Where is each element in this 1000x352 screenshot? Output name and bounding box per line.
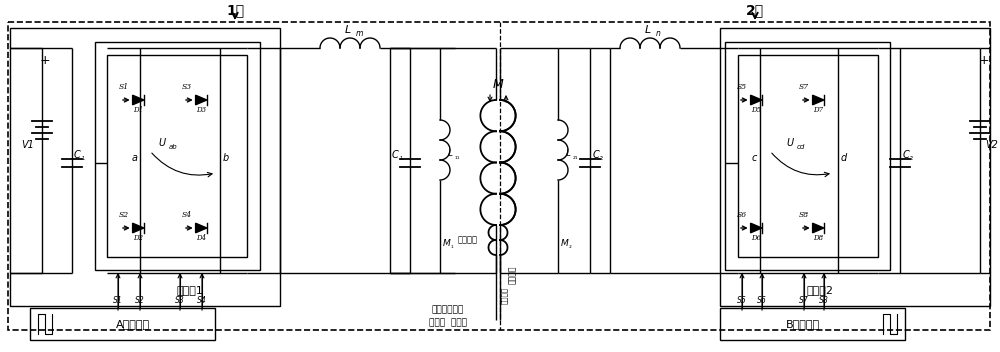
Text: 变换器2: 变换器2 xyxy=(806,285,834,295)
Text: C: C xyxy=(593,150,600,160)
Bar xyxy=(10,28,280,306)
Text: S7: S7 xyxy=(799,83,809,91)
Text: L: L xyxy=(345,25,351,35)
Text: D3: D3 xyxy=(197,106,207,114)
Text: +: + xyxy=(979,54,989,67)
Text: M: M xyxy=(493,78,503,92)
Text: L: L xyxy=(566,149,571,157)
Text: S2: S2 xyxy=(119,211,129,219)
Polygon shape xyxy=(133,95,144,105)
Text: ₁: ₁ xyxy=(399,153,402,163)
Text: S1: S1 xyxy=(113,296,123,305)
Text: d: d xyxy=(841,153,847,163)
Text: 滤波电路: 滤波电路 xyxy=(501,287,507,303)
Text: B侧控制器: B侧控制器 xyxy=(785,319,820,329)
Text: ₁₁: ₁₁ xyxy=(455,154,460,160)
Text: A侧控制器: A侧控制器 xyxy=(115,319,150,329)
Text: D4: D4 xyxy=(197,234,207,242)
Text: ab: ab xyxy=(169,144,178,150)
Text: S3: S3 xyxy=(182,83,192,91)
Bar xyxy=(8,22,990,330)
Text: L: L xyxy=(448,149,453,157)
Bar xyxy=(30,308,215,340)
Polygon shape xyxy=(813,95,824,105)
Bar xyxy=(720,28,990,306)
Polygon shape xyxy=(751,95,762,105)
Text: ₁: ₁ xyxy=(451,243,454,249)
Polygon shape xyxy=(196,95,207,105)
Text: S8: S8 xyxy=(819,296,829,305)
Text: ₂: ₂ xyxy=(600,153,603,163)
Text: D7: D7 xyxy=(814,106,824,114)
Bar xyxy=(95,42,260,270)
Text: D2: D2 xyxy=(134,234,144,242)
Text: S4: S4 xyxy=(182,211,192,219)
Text: M: M xyxy=(443,239,451,247)
Text: U: U xyxy=(158,138,166,148)
Text: b: b xyxy=(223,153,229,163)
Text: 电压比  相位差: 电压比 相位差 xyxy=(429,319,467,327)
Text: S7: S7 xyxy=(799,296,809,305)
Text: V1: V1 xyxy=(22,140,34,150)
Text: V2: V2 xyxy=(986,140,998,150)
Polygon shape xyxy=(196,223,207,233)
Text: S6: S6 xyxy=(757,296,767,305)
Text: 探测到的参数: 探测到的参数 xyxy=(432,306,464,314)
Text: cd: cd xyxy=(797,144,805,150)
Text: c: c xyxy=(752,153,757,163)
Text: M: M xyxy=(561,239,569,247)
Text: 2侧: 2侧 xyxy=(746,3,764,17)
Text: U: U xyxy=(786,138,794,148)
Text: S6: S6 xyxy=(737,211,747,219)
Text: C: C xyxy=(74,150,81,160)
Text: 变换器1: 变换器1 xyxy=(177,285,203,295)
Text: C: C xyxy=(392,150,399,160)
Bar xyxy=(738,55,878,257)
Text: 探测线圈: 探测线圈 xyxy=(458,235,478,245)
Bar xyxy=(107,55,247,257)
Text: S3: S3 xyxy=(175,296,185,305)
Text: +: + xyxy=(40,54,50,67)
Text: S5: S5 xyxy=(737,83,747,91)
Text: n: n xyxy=(656,30,661,38)
Text: a: a xyxy=(132,153,138,163)
Text: S1: S1 xyxy=(119,83,129,91)
Text: m: m xyxy=(356,30,363,38)
Polygon shape xyxy=(813,223,824,233)
Bar xyxy=(720,308,905,340)
Text: S8: S8 xyxy=(799,211,809,219)
Polygon shape xyxy=(133,223,144,233)
Text: ₂₁: ₂₁ xyxy=(573,154,579,160)
Text: S2: S2 xyxy=(135,296,145,305)
Text: D5: D5 xyxy=(752,106,762,114)
Text: 1侧: 1侧 xyxy=(226,3,244,17)
Bar xyxy=(725,42,890,270)
Text: S4: S4 xyxy=(197,296,207,305)
Text: ₂: ₂ xyxy=(569,243,572,249)
Text: L: L xyxy=(645,25,651,35)
Text: D1: D1 xyxy=(134,106,144,114)
Text: S5: S5 xyxy=(737,296,747,305)
Text: D8: D8 xyxy=(814,234,824,242)
Text: 电压相量: 电压相量 xyxy=(508,266,516,284)
Text: C: C xyxy=(903,150,910,160)
Text: ₂: ₂ xyxy=(910,153,913,163)
Text: ₁: ₁ xyxy=(81,153,84,163)
Text: D6: D6 xyxy=(752,234,762,242)
Polygon shape xyxy=(751,223,762,233)
